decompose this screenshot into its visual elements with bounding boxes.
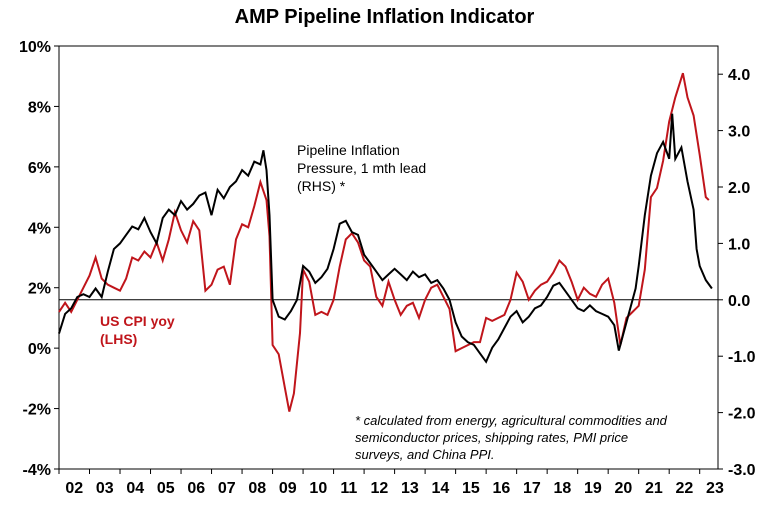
right-tick-label: 0.0 [728,293,750,310]
right-tick-label: -3.0 [728,462,756,479]
left-tick-label: -2% [23,402,51,419]
x-tick-label: 08 [248,480,266,497]
left-tick-label: 10% [19,39,51,56]
right-tick-label: -1.0 [728,349,756,366]
x-tick-label: 19 [584,480,602,497]
left-tick-label: 8% [28,99,51,116]
chart-title: AMP Pipeline Inflation Indicator [234,6,535,28]
x-tick-label: 18 [554,480,572,497]
x-tick-label: 06 [187,480,205,497]
cpi-series-line [58,72,710,412]
plot-area [58,45,719,470]
x-tick-label: 21 [645,480,663,497]
x-tick-label: 04 [126,480,144,497]
x-tick-label: 07 [218,480,236,497]
x-tick-label: 20 [615,480,633,497]
x-tick-label: 10 [309,480,327,497]
x-tick-label: 13 [401,480,419,497]
right-tick-label: -2.0 [728,406,756,423]
x-tick-label: 02 [65,480,83,497]
left-tick-label: -4% [23,462,51,479]
pipeline-series-line [58,113,713,364]
left-tick-label: 6% [28,160,51,177]
cpi-series-label: US CPI yoy (LHS) [100,313,175,347]
left-tick-label: 2% [28,281,51,298]
right-tick-label: 1.0 [728,236,750,253]
x-tick-label: 17 [523,480,541,497]
x-tick-label: 03 [96,480,114,497]
x-tick-label: 11 [340,480,357,497]
right-tick-label: 4.0 [728,67,750,84]
x-tick-label: 22 [676,480,694,497]
left-tick-label: 4% [28,220,51,237]
x-tick-label: 12 [370,480,388,497]
right-tick-label: 2.0 [728,180,750,197]
x-tick-label: 09 [279,480,297,497]
x-tick-label: 16 [492,480,510,497]
right-tick-label: 3.0 [728,124,750,141]
x-tick-label: 05 [157,480,175,497]
x-tick-label: 14 [431,480,449,497]
left-tick-label: 0% [28,341,51,358]
x-tick-label: 23 [706,480,724,497]
pipeline-series-label: Pipeline Inflation Pressure, 1 mth lead (R… [297,142,426,194]
x-tick-label: 15 [462,480,480,497]
footnote: * calculated from energy, agricultural c… [355,413,668,462]
